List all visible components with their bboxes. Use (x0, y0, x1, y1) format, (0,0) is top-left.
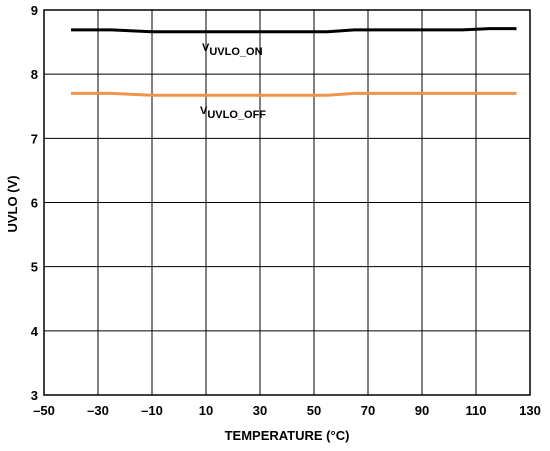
series-label-vuvlo-off: VUVLO_OFF (200, 105, 266, 121)
x-tick-label: –50 (33, 403, 55, 418)
y-tick-label: 3 (31, 388, 38, 403)
x-tick-label: 130 (519, 403, 541, 418)
x-tick-label: 50 (307, 403, 321, 418)
series-line-vuvlo-on (71, 27, 517, 34)
series-lines (71, 27, 517, 97)
grid-lines (44, 10, 530, 395)
y-tick-label: 7 (31, 131, 38, 146)
x-tick-label: –30 (87, 403, 109, 418)
x-axis-tick-labels: –50 –30 –10 10 30 50 70 90 110 130 (33, 403, 541, 418)
x-tick-label: 70 (361, 403, 375, 418)
plot-frame (43, 9, 531, 396)
y-tick-label: 6 (31, 196, 38, 211)
y-tick-label: 4 (31, 324, 39, 339)
series-label-vuvlo-on: VUVLO_ON (202, 42, 263, 58)
x-tick-label: 110 (466, 403, 487, 418)
x-tick-label: 90 (415, 403, 429, 418)
series-line-vuvlo-off (71, 91, 517, 97)
x-tick-label: 30 (253, 403, 267, 418)
y-axis-tick-labels: 3 4 5 6 7 8 9 (31, 3, 39, 403)
x-tick-label: 10 (199, 403, 213, 418)
y-tick-label: 5 (31, 260, 38, 275)
x-axis-title: TEMPERATURE (°C) (225, 428, 350, 443)
y-tick-label: 8 (31, 67, 38, 82)
x-tick-label: –10 (141, 403, 163, 418)
y-axis-title: UVLO (V) (5, 175, 20, 232)
series-labels: VUVLO_ON VUVLO_OFF (200, 42, 266, 121)
y-tick-label: 9 (31, 3, 38, 18)
